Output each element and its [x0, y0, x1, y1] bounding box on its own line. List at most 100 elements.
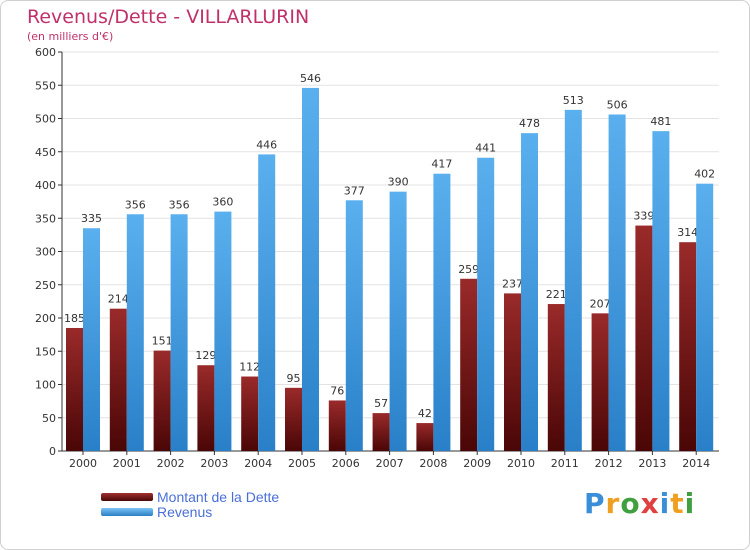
y-tick-label: 100	[35, 379, 56, 392]
data-label-revenus: 356	[169, 198, 190, 211]
data-label-revenus: 513	[563, 94, 584, 107]
bar-dette	[372, 413, 390, 451]
x-tick-label: 2013	[638, 457, 666, 470]
bar-revenus	[345, 200, 363, 451]
data-label-revenus: 546	[300, 72, 321, 85]
bar-revenus	[126, 214, 144, 451]
bar-dette	[416, 423, 434, 451]
data-label-dette: 42	[418, 407, 432, 420]
y-tick-label: 400	[35, 179, 56, 192]
data-label-revenus: 417	[431, 158, 452, 171]
y-tick-label: 600	[35, 46, 56, 59]
y-tick-label: 450	[35, 146, 56, 159]
y-tick-label: 500	[35, 113, 56, 126]
bar-dette	[635, 225, 653, 451]
bar-dette	[679, 242, 697, 451]
x-tick-label: 2011	[551, 457, 579, 470]
data-label-revenus: 446	[256, 138, 277, 151]
x-tick-label: 2005	[288, 457, 316, 470]
data-label-dette: 151	[152, 335, 173, 348]
data-label-revenus: 390	[388, 176, 409, 189]
data-label-dette: 129	[195, 349, 216, 362]
bar-dette	[241, 376, 259, 451]
data-label-dette: 214	[108, 293, 129, 306]
logo-letter: o	[620, 487, 641, 520]
bar-dette	[66, 327, 83, 451]
x-tick-label: 2006	[332, 457, 360, 470]
legend-item-dette: Montant de la Dette	[101, 489, 279, 505]
bar-dette	[460, 278, 478, 451]
bar-dette	[153, 350, 171, 451]
data-label-dette: 185	[64, 312, 85, 325]
x-tick-label: 2012	[595, 457, 623, 470]
bar-revenus	[170, 214, 188, 451]
bar-dette	[547, 304, 565, 451]
logo-letter: i	[684, 487, 696, 520]
logo-letter: t	[670, 487, 685, 520]
data-label-dette: 207	[590, 297, 611, 310]
data-label-revenus: 506	[607, 99, 628, 112]
data-label-dette: 76	[330, 384, 344, 397]
bar-revenus	[652, 131, 670, 451]
bar-revenus	[521, 133, 538, 451]
logo-letter: x	[640, 487, 660, 520]
data-label-dette: 221	[546, 288, 567, 301]
chart-subtitle: (en milliers d'€)	[27, 30, 114, 43]
y-tick-label: 200	[35, 312, 56, 325]
bar-revenus	[302, 87, 319, 451]
x-tick-label: 2002	[157, 457, 185, 470]
data-label-dette: 339	[633, 210, 654, 223]
data-label-revenus: 402	[694, 168, 715, 181]
legend-item-revenus: Revenus	[101, 504, 212, 520]
x-tick-label: 2000	[69, 457, 97, 470]
x-tick-label: 2010	[507, 457, 535, 470]
data-label-revenus: 478	[519, 117, 540, 130]
legend-swatch-dette	[101, 493, 153, 501]
data-label-dette: 112	[239, 361, 260, 374]
y-tick-label: 0	[49, 445, 56, 458]
data-label-revenus: 360	[212, 196, 233, 209]
proxiti-logo: Proxiti	[584, 487, 695, 520]
data-label-revenus: 481	[650, 115, 671, 128]
data-label-revenus: 356	[125, 198, 146, 211]
bar-revenus	[214, 211, 232, 451]
data-label-dette: 314	[677, 226, 698, 239]
x-tick-label: 2014	[682, 457, 710, 470]
y-tick-label: 150	[35, 345, 56, 358]
bar-dette	[504, 293, 521, 451]
bar-dette	[197, 365, 215, 451]
data-label-revenus: 335	[81, 212, 102, 225]
logo-letter: r	[605, 487, 621, 520]
data-label-dette: 237	[502, 277, 523, 290]
bar-revenus	[433, 173, 451, 451]
y-tick-label: 350	[35, 212, 56, 225]
legend-label-dette: Montant de la Dette	[157, 489, 280, 505]
y-tick-label: 50	[42, 412, 56, 425]
data-label-dette: 259	[458, 263, 479, 276]
y-tick-label: 250	[35, 279, 56, 292]
x-tick-label: 2003	[200, 457, 228, 470]
bar-revenus	[477, 157, 495, 452]
legend-swatch-revenus	[101, 508, 153, 516]
bar-revenus	[696, 183, 714, 452]
data-label-revenus: 441	[475, 142, 496, 155]
bar-dette	[591, 313, 609, 451]
bar-revenus	[389, 191, 407, 451]
x-tick-label: 2004	[244, 457, 272, 470]
bar-revenus	[564, 109, 582, 451]
data-label-dette: 95	[287, 372, 301, 385]
x-tick-label: 2001	[113, 457, 141, 470]
x-tick-label: 2007	[376, 457, 404, 470]
bar-dette	[285, 387, 302, 451]
x-tick-label: 2008	[419, 457, 447, 470]
bar-revenus	[608, 114, 626, 451]
logo-letter: P	[584, 487, 606, 520]
data-label-revenus: 377	[344, 184, 365, 197]
bar-revenus	[83, 228, 100, 451]
y-tick-label: 550	[35, 79, 56, 92]
chart-title: Revenus/Dette - VILLARLURIN	[27, 6, 310, 28]
bar-revenus	[258, 154, 276, 451]
data-label-dette: 57	[374, 397, 388, 410]
